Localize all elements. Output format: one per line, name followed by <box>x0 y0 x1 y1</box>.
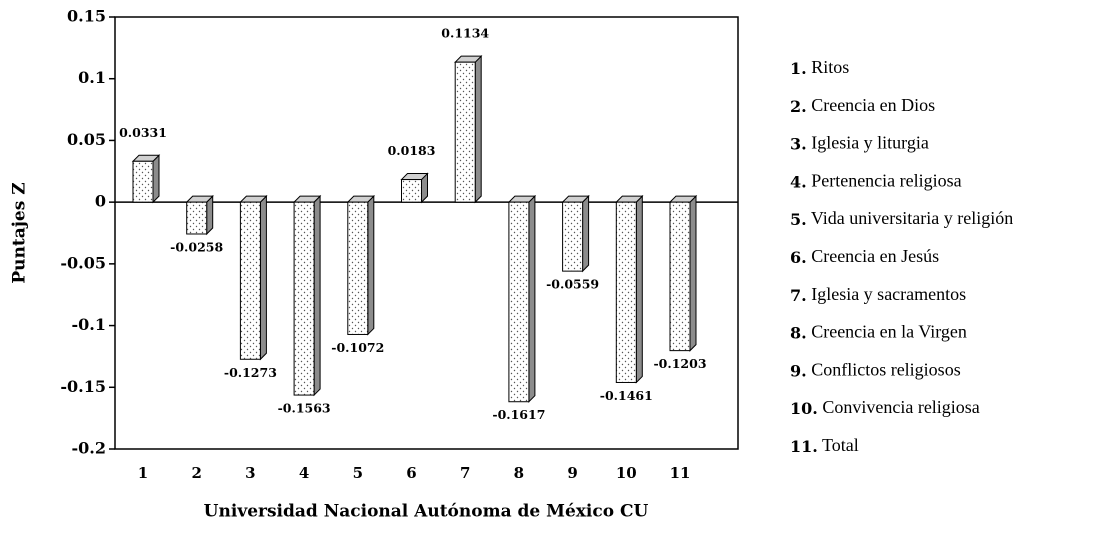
bar <box>668 194 698 352</box>
y-tick-label: 0.15 <box>67 7 106 26</box>
legend-key: 6. <box>790 248 807 267</box>
bar-front <box>401 179 422 203</box>
bar <box>561 194 590 273</box>
bar <box>346 194 376 336</box>
legend-key: 4. <box>790 172 807 191</box>
bar <box>453 54 483 204</box>
bar <box>507 194 537 403</box>
legend-item: 10. Convivencia religiosa <box>790 397 980 417</box>
x-tick-label: 3 <box>245 464 255 482</box>
legend-label: Convivencia religiosa <box>822 397 979 417</box>
x-tick-label: 8 <box>514 464 524 482</box>
bar-front <box>239 201 261 360</box>
bar-side <box>152 154 160 204</box>
bar <box>400 172 429 204</box>
legend-label: Pertenencia religiosa <box>811 171 961 191</box>
bar-front <box>562 201 584 272</box>
legend-key: 10. <box>790 399 818 418</box>
bar-side <box>528 194 536 403</box>
x-tick-label: 1 <box>138 464 148 482</box>
legend-key: 3. <box>790 134 807 153</box>
legend-label: Total <box>822 435 859 455</box>
y-tick-label: -0.2 <box>72 439 106 458</box>
bar-front <box>293 201 315 396</box>
legend-label: Creencia en Jesús <box>811 246 939 266</box>
x-tick-label: 10 <box>616 464 637 482</box>
value-label: -0.1203 <box>653 356 706 371</box>
y-axis-title: Puntajes Z <box>10 182 30 283</box>
value-label: -0.1461 <box>600 388 653 403</box>
legend-key: 11. <box>790 437 818 456</box>
x-tick-label: 7 <box>460 464 470 482</box>
x-tick-label: 9 <box>567 464 577 482</box>
legend-key: 2. <box>790 96 807 115</box>
x-tick-label: 6 <box>406 464 416 482</box>
legend-item: 6. Creencia en Jesús <box>790 246 939 266</box>
bar <box>239 194 268 361</box>
x-tick-label: 11 <box>670 464 691 482</box>
y-tick-label: -0.15 <box>60 377 106 396</box>
value-label: -0.0258 <box>170 239 223 254</box>
y-tick-label: 0.05 <box>67 130 106 149</box>
legend-item: 4. Pertenencia religiosa <box>790 171 962 191</box>
plot-frame <box>114 16 739 450</box>
legend-label: Conflictos religiosos <box>811 360 961 380</box>
bar-front <box>132 160 154 203</box>
value-label: 0.1134 <box>441 26 489 41</box>
value-label: -0.1563 <box>278 401 331 416</box>
legend-label: Creencia en Dios <box>811 95 935 115</box>
x-tick-label: 4 <box>299 464 309 482</box>
bar-side <box>259 194 267 361</box>
y-tick-label: -0.1 <box>72 315 106 334</box>
bar-front <box>454 61 476 203</box>
y-tick-label: 0.1 <box>78 68 106 87</box>
legend-key: 5. <box>790 210 807 229</box>
value-label: -0.1273 <box>224 365 277 380</box>
legend-label: Iglesia y liturgia <box>811 133 929 153</box>
legend-item: 3. Iglesia y liturgia <box>790 133 929 153</box>
legend-item: 8. Creencia en la Virgen <box>790 322 967 342</box>
bar-front <box>186 201 208 235</box>
legend-item: 2. Creencia en Dios <box>790 95 935 115</box>
bar-front <box>669 201 691 352</box>
value-label: -0.0559 <box>546 277 599 292</box>
bar <box>292 194 322 397</box>
legend-item: 9. Conflictos religiosos <box>790 360 961 380</box>
bar-side <box>367 194 375 336</box>
bar-side <box>474 54 482 204</box>
value-label: 0.0183 <box>388 143 436 158</box>
bar-front <box>347 201 369 335</box>
bar <box>185 194 214 236</box>
legend-key: 1. <box>790 59 807 78</box>
bar-side <box>689 194 697 352</box>
legend-label: Vida universitaria y religión <box>811 208 1013 228</box>
legend-label: Ritos <box>811 57 849 77</box>
x-tick-label: 5 <box>353 464 363 482</box>
bar-side <box>313 194 321 397</box>
bar <box>131 154 161 204</box>
legend-key: 9. <box>790 361 807 380</box>
value-label: -0.1072 <box>331 340 384 355</box>
legend-item: 5. Vida universitaria y religión <box>790 208 1013 228</box>
x-tick-label: 2 <box>191 464 201 482</box>
legend-key: 8. <box>790 323 807 342</box>
bar-front <box>508 201 530 403</box>
bar-side <box>582 194 590 273</box>
legend-item: 11. Total <box>790 435 859 455</box>
legend-label: Creencia en la Virgen <box>811 322 967 342</box>
legend-item: 1. Ritos <box>790 57 849 77</box>
value-label: 0.0331 <box>119 125 167 140</box>
legend-key: 7. <box>790 285 807 304</box>
value-label: -0.1617 <box>492 407 545 422</box>
bar-front <box>615 201 637 383</box>
legend-item: 7. Iglesia y sacramentos <box>790 284 966 304</box>
bar-side <box>635 194 643 384</box>
y-tick-label: -0.05 <box>60 253 106 272</box>
bar <box>615 194 644 384</box>
legend-label: Iglesia y sacramentos <box>811 284 966 304</box>
y-tick-label: 0 <box>95 192 106 211</box>
x-axis-title: Universidad Nacional Autónoma de México … <box>204 502 649 522</box>
